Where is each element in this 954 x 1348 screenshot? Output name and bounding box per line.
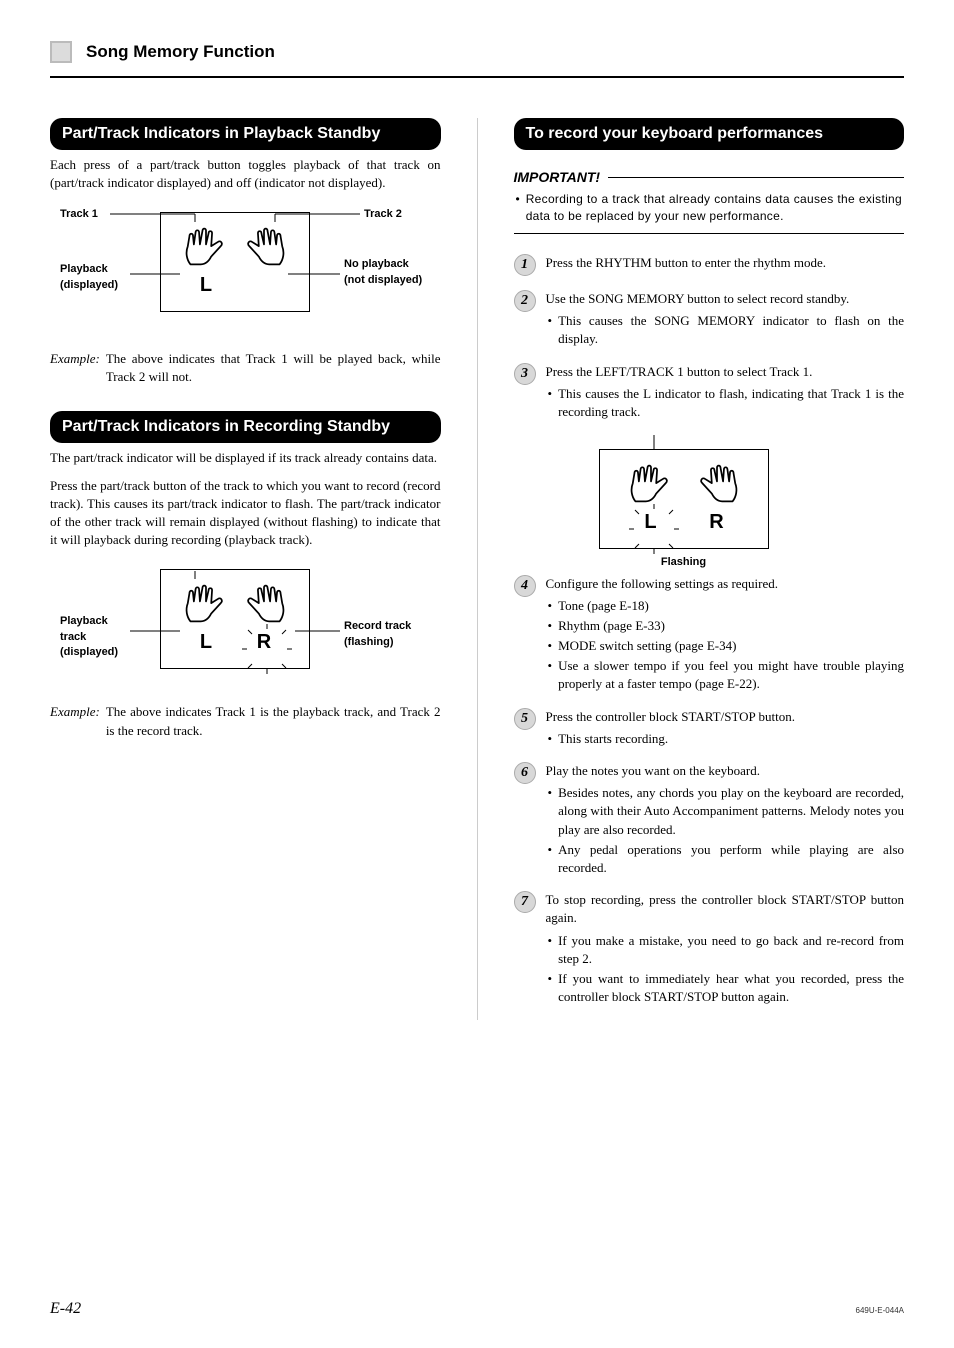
- hand-left-icon: L: [180, 582, 232, 656]
- step-7: 7 To stop recording, press the controlle…: [514, 891, 905, 1006]
- example-2-text: The above indicates Track 1 is the playb…: [106, 703, 441, 739]
- step-number-icon: 4: [514, 575, 536, 597]
- example-1-text: The above indicates that Track 1 will be…: [106, 350, 441, 386]
- step-4-b2: Rhythm (page E-33): [558, 617, 665, 635]
- step-3: 3 Press the LEFT/TRACK 1 button to selec…: [514, 363, 905, 422]
- step-5-lead: Press the controller block START/STOP bu…: [546, 708, 905, 726]
- step-7-b1: If you make a mistake, you need to go ba…: [558, 932, 904, 968]
- hand-right-icon: R: [691, 462, 743, 536]
- step-2-bullets: This causes the SONG MEMORY indicator to…: [546, 312, 905, 348]
- diagram1-box: L R: [160, 212, 310, 312]
- header-rule: [50, 76, 904, 78]
- step-2: 2 Use the SONG MEMORY button to select r…: [514, 290, 905, 349]
- hand-right-icon: R: [238, 225, 290, 299]
- content-columns: Part/Track Indicators in Playback Standb…: [50, 118, 904, 1020]
- step-4-b3: MODE switch setting (page E-34): [558, 637, 736, 655]
- label-record-track: Record track (flashing): [344, 619, 424, 650]
- step-6-lead: Play the notes you want on the keyboard.: [546, 762, 905, 780]
- important-text: Recording to a track that already contai…: [526, 191, 902, 225]
- step-number-icon: 5: [514, 708, 536, 730]
- step-6-b2: Any pedal operations you perform while p…: [558, 841, 904, 877]
- label-playback-track: Playback track (displayed): [60, 614, 128, 660]
- page-section-title: Song Memory Function: [86, 40, 275, 64]
- diagram-recording-standby: Playback track (displayed) Record track …: [50, 559, 420, 689]
- step-4: 4 Configure the following settings as re…: [514, 575, 905, 694]
- important-rule: [608, 177, 904, 178]
- step-1-lead: Press the RHYTHM button to enter the rhy…: [546, 254, 905, 272]
- right-heading-1: To record your keyboard performances: [514, 118, 905, 150]
- letter-L: L: [644, 508, 656, 536]
- example-2: Example: The above indicates Track 1 is …: [50, 703, 441, 739]
- step-number-icon: 6: [514, 762, 536, 784]
- step-3-lead: Press the LEFT/TRACK 1 button to select …: [546, 363, 905, 381]
- important-block: IMPORTANT! • Recording to a track that a…: [514, 168, 905, 234]
- right-column: To record your keyboard performances IMP…: [514, 118, 905, 1020]
- step-4-bullets: Tone (page E-18) Rhythm (page E-33) MODE…: [546, 597, 905, 694]
- step-5: 5 Press the controller block START/STOP …: [514, 708, 905, 748]
- header-square-icon: [50, 41, 72, 63]
- step-4-b4: Use a slower tempo if you feel you might…: [558, 657, 904, 693]
- step-number-icon: 3: [514, 363, 536, 385]
- step-number-icon: 7: [514, 891, 536, 913]
- hand-left-icon: L: [625, 462, 677, 536]
- step-7-bullets: If you make a mistake, you need to go ba…: [546, 932, 905, 1007]
- step-1: 1 Press the RHYTHM button to enter the r…: [514, 254, 905, 276]
- letter-R: R: [709, 508, 723, 536]
- important-label: IMPORTANT!: [514, 168, 601, 188]
- left-paragraph-3: Press the part/track button of the track…: [50, 477, 441, 550]
- hand-right-icon: R: [238, 582, 290, 656]
- step-4-lead: Configure the following settings as requ…: [546, 575, 905, 593]
- important-body: • Recording to a track that already cont…: [514, 191, 905, 234]
- column-separator: [477, 118, 478, 1020]
- step3-pointer-line: [574, 435, 794, 449]
- step-7-b2: If you want to immediately hear what you…: [558, 970, 904, 1006]
- step-5-b1: This starts recording.: [558, 730, 668, 748]
- diagram2-box: L R: [160, 569, 310, 669]
- important-bullet: •: [516, 191, 520, 225]
- example-2-word: Example:: [50, 703, 100, 739]
- footer-doc-code: 649U-E-044A: [856, 1305, 904, 1316]
- left-paragraph-1: Each press of a part/track button toggle…: [50, 156, 441, 192]
- hand-left-icon: L: [180, 225, 232, 299]
- label-playback: Playback (displayed): [60, 262, 128, 293]
- left-paragraph-2: The part/track indicator will be display…: [50, 449, 441, 467]
- step-3-b1: This causes the L indicator to flash, in…: [558, 385, 904, 421]
- step-6-bullets: Besides notes, any chords you play on th…: [546, 784, 905, 877]
- step-2-b1: This causes the SONG MEMORY indicator to…: [558, 312, 904, 348]
- step-6: 6 Play the notes you want on the keyboar…: [514, 762, 905, 877]
- letter-R: R: [257, 628, 271, 656]
- step-2-lead: Use the SONG MEMORY button to select rec…: [546, 290, 905, 308]
- footer-page-number: E-42: [50, 1298, 81, 1320]
- label-noplayback: No playback (not displayed): [344, 257, 424, 288]
- flashing-label: Flashing: [574, 555, 794, 570]
- page-footer: E-42 649U-E-044A: [50, 1298, 904, 1320]
- left-heading-2: Part/Track Indicators in Recording Stand…: [50, 411, 441, 443]
- example-1-word: Example:: [50, 350, 100, 386]
- step-number-icon: 2: [514, 290, 536, 312]
- step3-box: L: [599, 449, 769, 549]
- left-heading-1: Part/Track Indicators in Playback Standb…: [50, 118, 441, 150]
- step-7-lead: To stop recording, press the controller …: [546, 891, 905, 927]
- step-5-bullets: This starts recording.: [546, 730, 905, 748]
- label-track2: Track 2: [364, 207, 402, 222]
- important-heading: IMPORTANT!: [514, 168, 905, 188]
- step-3-figure: L: [574, 435, 794, 570]
- left-column: Part/Track Indicators in Playback Standb…: [50, 118, 441, 1020]
- example-1: Example: The above indicates that Track …: [50, 350, 441, 386]
- letter-L: L: [200, 628, 212, 656]
- step-6-b1: Besides notes, any chords you play on th…: [558, 784, 904, 839]
- label-track1: Track 1: [60, 207, 98, 222]
- letter-L: L: [200, 271, 212, 299]
- step-number-icon: 1: [514, 254, 536, 276]
- step-3-bullets: This causes the L indicator to flash, in…: [546, 385, 905, 421]
- step-4-b1: Tone (page E-18): [558, 597, 649, 615]
- page-header: Song Memory Function: [50, 40, 904, 64]
- diagram-playback-standby: Track 1 Track 2 Playback (displayed) No …: [50, 202, 420, 332]
